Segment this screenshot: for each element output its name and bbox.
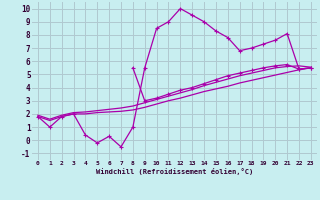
X-axis label: Windchill (Refroidissement éolien,°C): Windchill (Refroidissement éolien,°C)	[96, 168, 253, 175]
